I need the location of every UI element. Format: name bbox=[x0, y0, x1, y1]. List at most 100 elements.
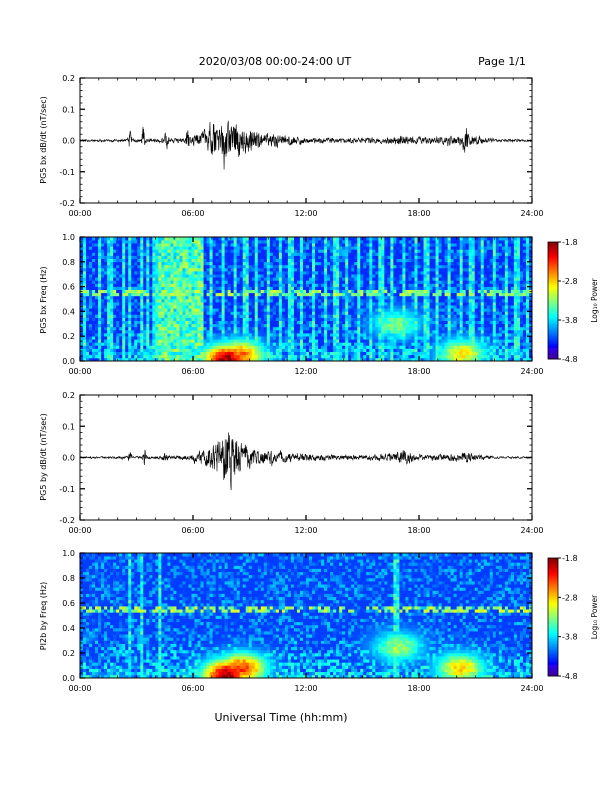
spectrogram-cell bbox=[357, 351, 361, 356]
spectrogram-cell bbox=[185, 274, 189, 278]
spectrogram-cell bbox=[318, 289, 322, 294]
spectrogram-cell bbox=[372, 330, 376, 334]
spectrogram-cell bbox=[315, 286, 319, 290]
spectrogram-cell bbox=[239, 255, 244, 259]
spectrogram-cell bbox=[179, 336, 183, 340]
spectrogram-cell bbox=[375, 243, 379, 247]
spectrogram-cell bbox=[393, 237, 397, 241]
spectrogram-cell bbox=[218, 243, 222, 247]
spectrogram-cell bbox=[155, 264, 159, 269]
spectrogram-cell bbox=[396, 264, 400, 269]
spectrogram-cell bbox=[89, 258, 93, 263]
spectrogram-cell bbox=[122, 351, 126, 356]
spectrogram-cell bbox=[260, 323, 265, 328]
spectrogram-cell bbox=[381, 330, 385, 334]
spectrogram-cell bbox=[290, 357, 295, 362]
spectrogram-cell bbox=[402, 326, 406, 331]
spectrogram-cell bbox=[330, 351, 334, 356]
spectrogram-cell bbox=[360, 351, 364, 356]
spectrogram-cell bbox=[236, 277, 240, 281]
spectrogram-cell bbox=[200, 246, 204, 250]
spectrogram-cell bbox=[369, 240, 373, 244]
spectrogram-cell bbox=[224, 240, 228, 244]
spectrogram-cell bbox=[113, 357, 117, 362]
spectrogram-cell bbox=[357, 354, 361, 359]
spectrogram-cell bbox=[167, 292, 171, 297]
spectrogram-cell bbox=[239, 351, 244, 356]
spectrogram-cell bbox=[378, 280, 382, 284]
spectrogram-cell bbox=[161, 277, 165, 281]
spectrogram-cell bbox=[318, 311, 322, 315]
spectrogram-cell bbox=[188, 299, 192, 303]
spectrogram-cell bbox=[342, 342, 346, 346]
spectrogram-cell bbox=[176, 299, 180, 303]
spectrogram-cell bbox=[318, 258, 322, 263]
spectrogram-cell bbox=[299, 342, 304, 346]
spectrogram-cell bbox=[275, 330, 280, 334]
spectrogram-cell bbox=[203, 311, 207, 315]
spectrogram-cell bbox=[281, 339, 286, 343]
spectrogram-cell bbox=[134, 345, 138, 349]
spectrogram-cell bbox=[164, 320, 168, 325]
spectrogram-cell bbox=[435, 339, 439, 343]
spectrogram-cell bbox=[224, 339, 228, 343]
spectrogram-cell bbox=[134, 333, 138, 337]
spectrogram-cell bbox=[336, 299, 340, 303]
spectrogram-cell bbox=[408, 249, 412, 253]
spectrogram-cell bbox=[203, 277, 207, 281]
spectrogram-cell bbox=[333, 311, 337, 315]
spectrogram-cell bbox=[281, 299, 286, 303]
spectrogram-cell bbox=[212, 351, 216, 356]
spectrogram-cell bbox=[134, 280, 138, 284]
spectrogram-cell bbox=[107, 305, 111, 309]
spectrogram-cell bbox=[86, 302, 90, 306]
spectrogram-cell bbox=[290, 283, 295, 287]
spectrogram-cell bbox=[287, 317, 292, 321]
spectrogram-cell bbox=[390, 326, 394, 331]
spectrogram-cell bbox=[260, 252, 265, 256]
spectrogram-cell bbox=[411, 330, 415, 334]
spectrogram-cell bbox=[125, 348, 129, 352]
spectrogram-cell bbox=[128, 289, 132, 294]
spectrogram-cell bbox=[369, 326, 373, 331]
spectrogram-cell bbox=[309, 345, 313, 349]
spectrogram-cell bbox=[116, 246, 120, 250]
spectrogram-cell bbox=[125, 255, 129, 259]
spectrogram-cell bbox=[92, 342, 96, 346]
spectrogram-cell bbox=[167, 258, 171, 263]
spectrogram-cell bbox=[366, 323, 370, 328]
spectrogram-cell bbox=[92, 314, 96, 318]
spectrogram-cell bbox=[122, 246, 126, 250]
spectrogram-cell bbox=[218, 326, 222, 331]
spectrogram-cell bbox=[170, 311, 174, 315]
spectrogram-cell bbox=[396, 261, 400, 266]
spectrogram-cell bbox=[266, 295, 271, 300]
spectrogram-cell bbox=[315, 320, 319, 325]
spectrogram-cell bbox=[318, 268, 322, 272]
spectrogram-cell bbox=[369, 258, 373, 263]
spectrogram-cell bbox=[405, 255, 409, 259]
spectrogram-cell bbox=[384, 264, 388, 269]
spectrogram-cell bbox=[212, 261, 216, 266]
spectrogram-cell bbox=[321, 289, 325, 294]
spectrogram-cell bbox=[254, 280, 259, 284]
spectrogram-cell bbox=[92, 354, 96, 359]
spectrogram-cell bbox=[408, 289, 412, 294]
spectrogram-cell bbox=[86, 295, 90, 300]
spectrogram-cell bbox=[173, 317, 177, 321]
spectrogram-cell bbox=[411, 258, 415, 263]
spectrogram-cell bbox=[327, 237, 331, 241]
spectrogram-cell bbox=[384, 345, 388, 349]
spectrogram-cell bbox=[212, 302, 216, 306]
spectrogram-cell bbox=[312, 314, 316, 318]
spectrogram-cell bbox=[393, 283, 397, 287]
spectrogram-cell bbox=[396, 295, 400, 300]
spectrogram-cell bbox=[209, 326, 213, 331]
spectrogram-cell bbox=[80, 330, 84, 334]
spectrogram-cell bbox=[116, 277, 120, 281]
spectrogram-cell bbox=[128, 268, 132, 272]
spectrogram-cell bbox=[206, 286, 210, 290]
spectrogram-cell bbox=[203, 336, 207, 340]
spectrogram-cell bbox=[206, 339, 210, 343]
spectrogram-cell bbox=[387, 280, 391, 284]
